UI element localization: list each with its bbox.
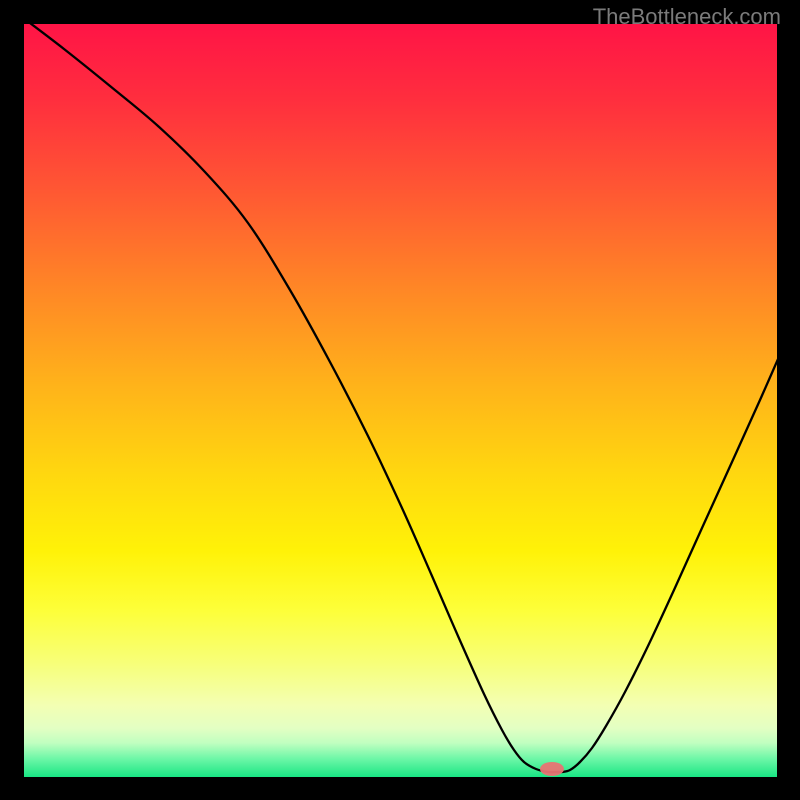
plot-area — [24, 24, 777, 777]
gradient-background — [24, 24, 777, 777]
optimum-marker — [540, 762, 564, 776]
watermark: TheBottleneck.com — [593, 4, 781, 30]
plot-svg — [24, 24, 777, 777]
chart-root: TheBottleneck.com — [0, 0, 800, 800]
